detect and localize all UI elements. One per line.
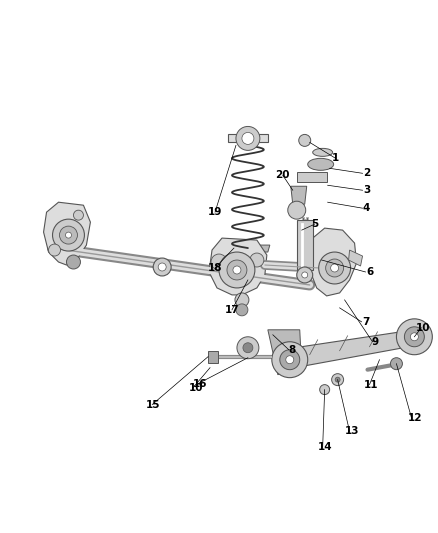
Circle shape (332, 374, 343, 385)
Text: 13: 13 (344, 426, 359, 437)
Circle shape (67, 255, 81, 269)
Polygon shape (228, 245, 270, 252)
Text: 8: 8 (288, 345, 295, 355)
Circle shape (272, 342, 308, 378)
Circle shape (66, 232, 71, 238)
Text: 2: 2 (363, 168, 370, 179)
Bar (297, 172, 327, 182)
Circle shape (233, 266, 241, 274)
Text: 18: 18 (208, 263, 222, 273)
Circle shape (158, 263, 166, 271)
Ellipse shape (313, 148, 332, 156)
Circle shape (236, 126, 260, 150)
Circle shape (219, 252, 255, 288)
Text: 7: 7 (362, 317, 369, 327)
Circle shape (237, 337, 259, 359)
Text: 10: 10 (189, 383, 203, 393)
Text: 14: 14 (318, 442, 332, 453)
Circle shape (60, 226, 78, 244)
Text: 9: 9 (372, 337, 379, 347)
Circle shape (390, 358, 403, 370)
Circle shape (53, 219, 85, 251)
Text: 20: 20 (276, 170, 290, 180)
Polygon shape (310, 228, 357, 296)
Text: 12: 12 (408, 413, 423, 423)
Text: 17: 17 (225, 305, 239, 315)
Polygon shape (209, 238, 267, 295)
Text: 11: 11 (364, 379, 379, 390)
Circle shape (335, 377, 340, 382)
Circle shape (242, 132, 254, 144)
Circle shape (404, 327, 424, 347)
Text: 4: 4 (363, 203, 370, 213)
Text: 1: 1 (332, 154, 339, 163)
Polygon shape (291, 186, 307, 204)
Text: 16: 16 (193, 378, 207, 389)
Circle shape (211, 254, 227, 270)
Circle shape (243, 343, 253, 353)
Text: 5: 5 (311, 219, 318, 229)
Circle shape (236, 304, 248, 316)
Text: 6: 6 (366, 267, 373, 277)
Circle shape (74, 210, 83, 220)
Circle shape (227, 260, 247, 280)
Circle shape (286, 356, 294, 364)
Circle shape (396, 319, 432, 355)
Circle shape (153, 258, 171, 276)
Text: 10: 10 (416, 323, 431, 333)
Ellipse shape (308, 158, 334, 171)
Circle shape (320, 385, 330, 394)
Bar (228, 134, 268, 142)
Polygon shape (268, 330, 302, 375)
Circle shape (326, 259, 343, 277)
Circle shape (302, 272, 308, 278)
Circle shape (297, 267, 313, 283)
Circle shape (410, 333, 418, 341)
Circle shape (235, 293, 249, 307)
Bar (297, 220, 313, 270)
Text: 19: 19 (208, 207, 222, 217)
Circle shape (288, 201, 306, 219)
Circle shape (319, 252, 350, 284)
Circle shape (280, 350, 300, 370)
Polygon shape (314, 264, 337, 274)
Circle shape (299, 134, 311, 147)
Circle shape (250, 253, 264, 267)
Circle shape (49, 244, 60, 256)
Text: 15: 15 (146, 400, 160, 409)
Bar (208, 351, 218, 362)
Polygon shape (349, 250, 363, 266)
Text: 3: 3 (363, 185, 370, 195)
Polygon shape (285, 330, 419, 368)
Circle shape (331, 264, 339, 272)
Polygon shape (43, 202, 90, 265)
